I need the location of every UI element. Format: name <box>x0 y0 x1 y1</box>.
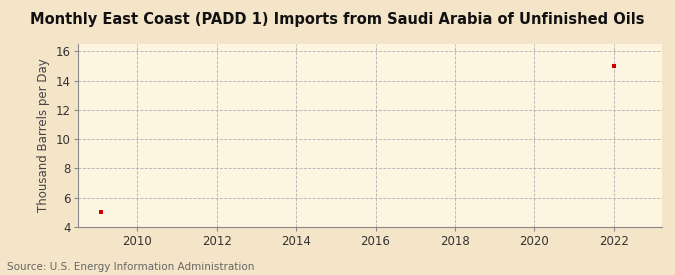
Text: Monthly East Coast (PADD 1) Imports from Saudi Arabia of Unfinished Oils: Monthly East Coast (PADD 1) Imports from… <box>30 12 645 28</box>
Text: Source: U.S. Energy Information Administration: Source: U.S. Energy Information Administ… <box>7 262 254 272</box>
Y-axis label: Thousand Barrels per Day: Thousand Barrels per Day <box>37 59 50 212</box>
